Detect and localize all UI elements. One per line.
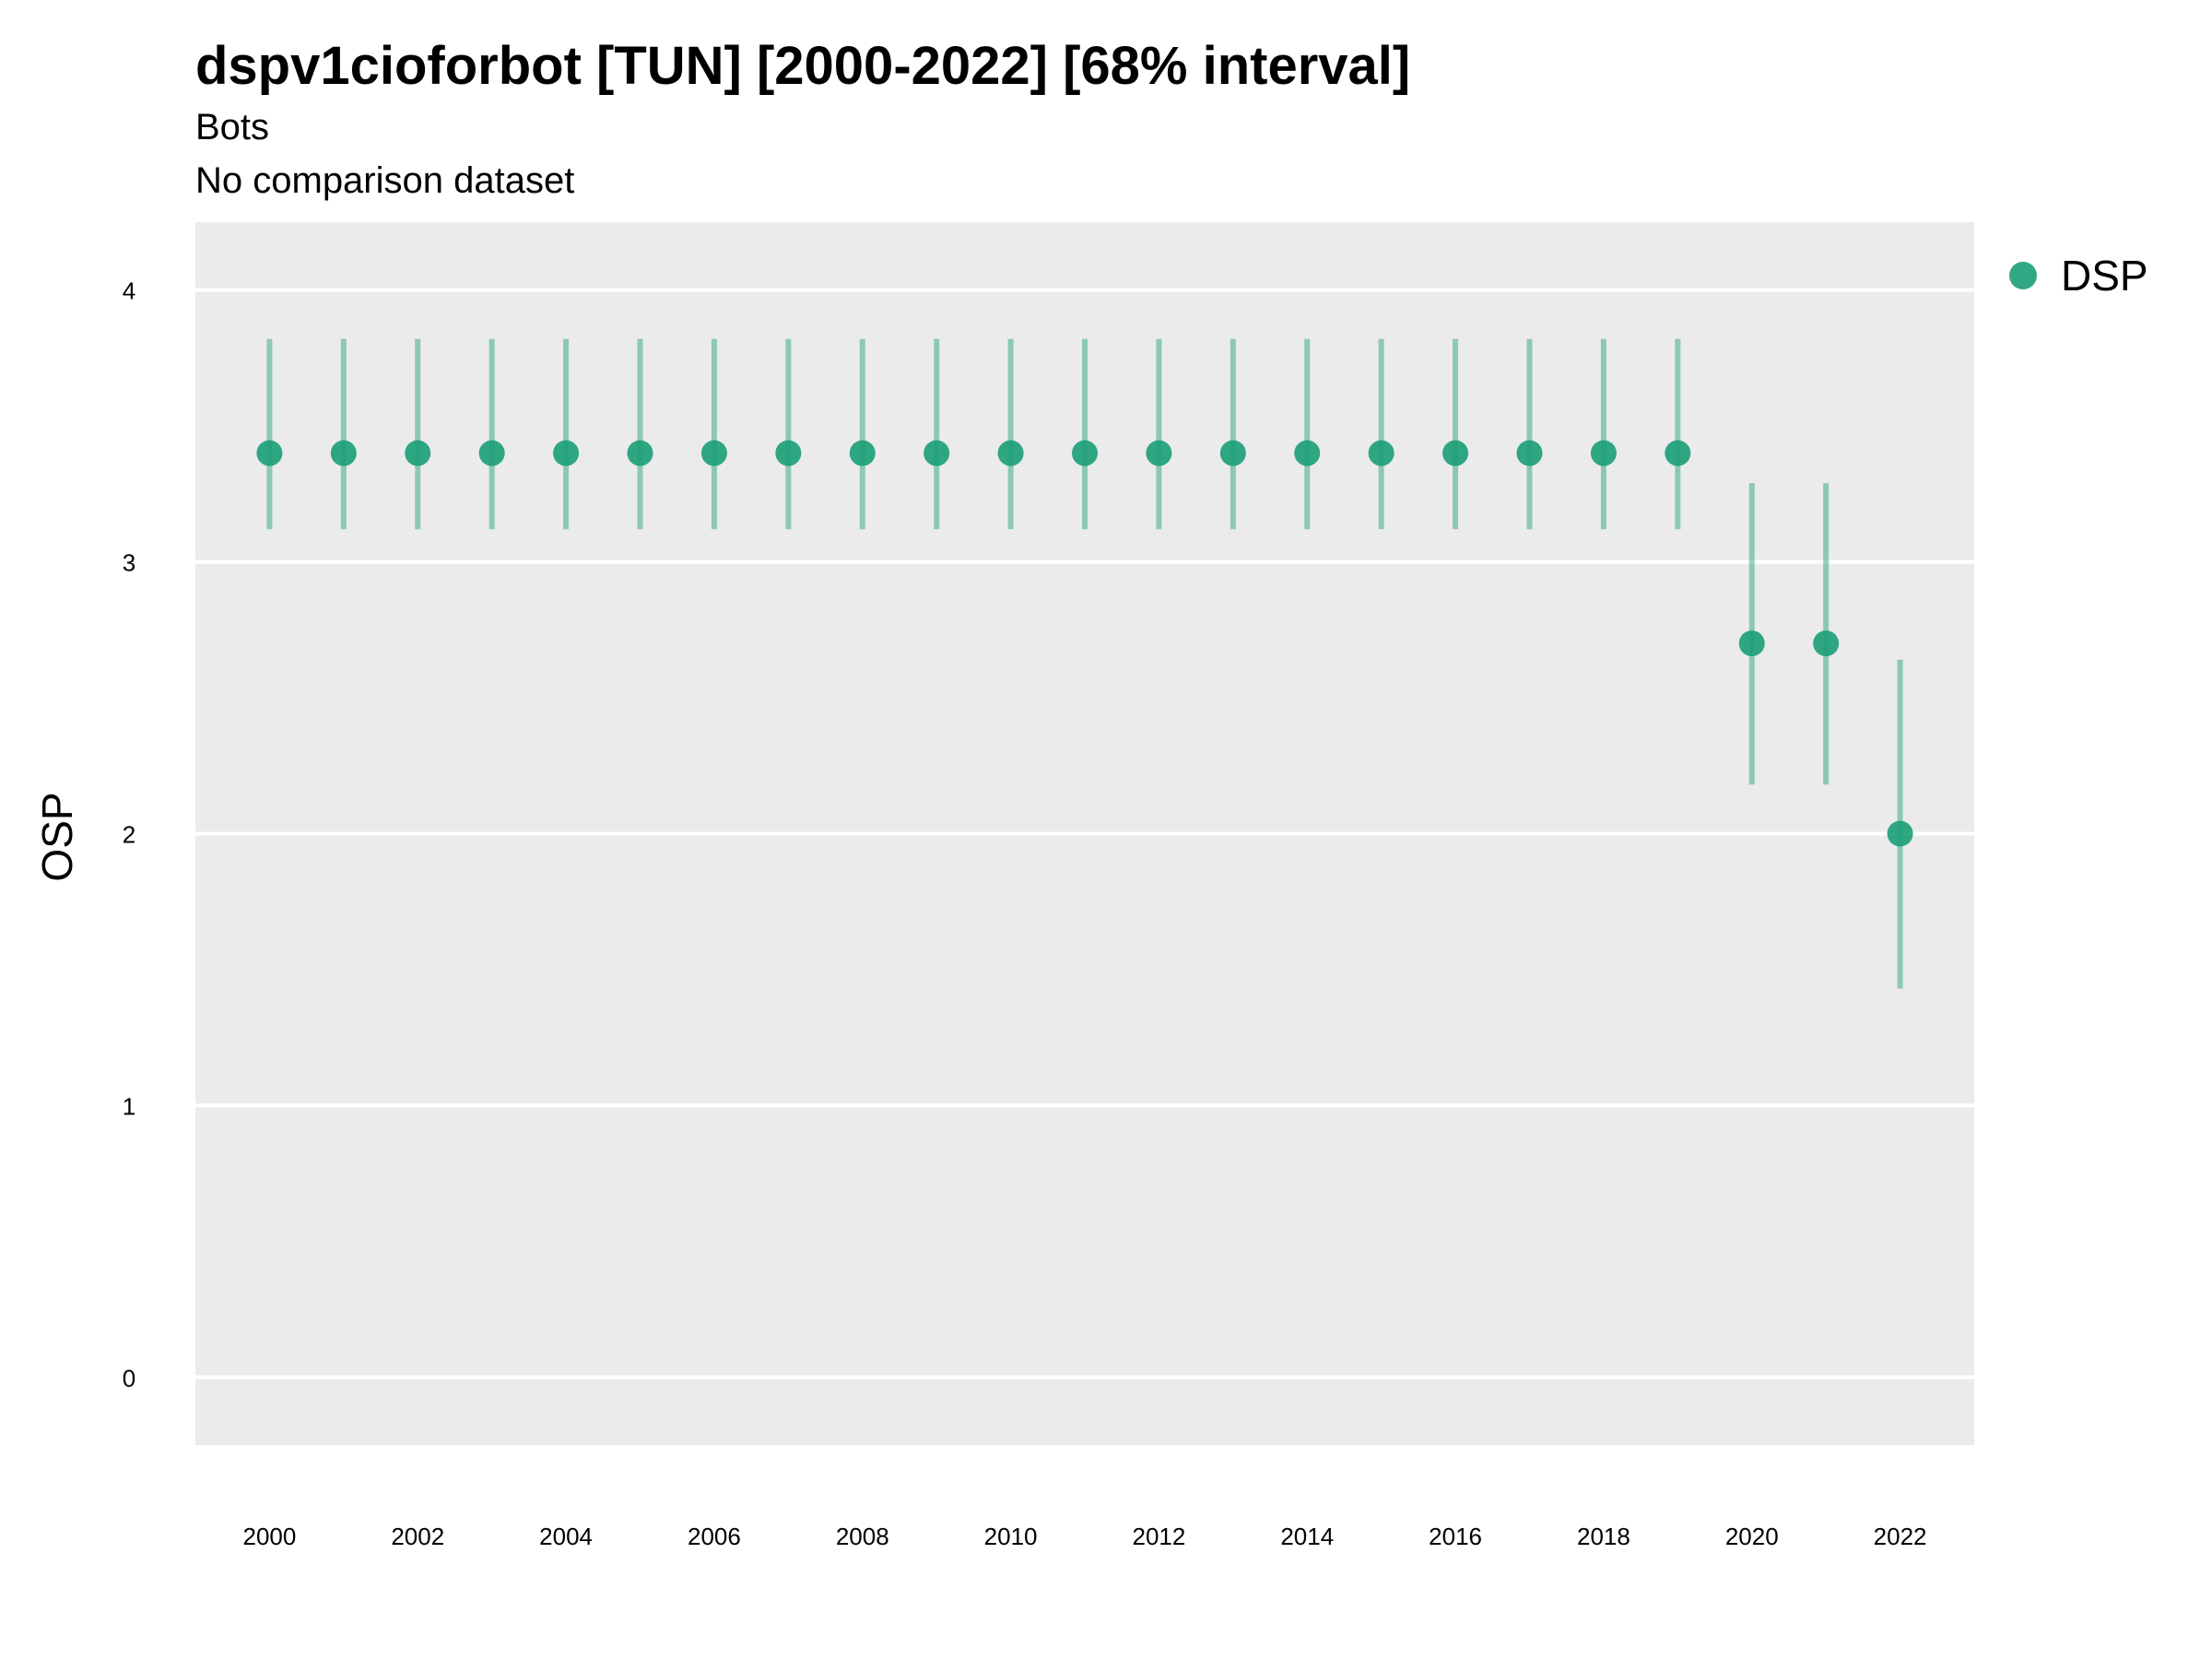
data-point-2013	[1219, 440, 1246, 466]
data-point-2001	[330, 440, 357, 466]
x-tick-label-2002: 2002	[391, 1523, 444, 1550]
y-tick-label-3: 3	[123, 549, 135, 577]
chart-subtitle: Bots	[195, 107, 270, 147]
data-point-2000	[256, 440, 283, 466]
data-point-2005	[627, 440, 653, 466]
y-axis-ticks: 0 1 2 3 4	[123, 277, 135, 1393]
data-point-2008	[849, 440, 876, 466]
data-point-2020	[1738, 630, 1765, 657]
legend-marker-dsp	[2009, 262, 2037, 289]
y-tick-label-4: 4	[123, 277, 135, 305]
data-point-2012	[1146, 440, 1172, 466]
data-point-2019	[1665, 440, 1691, 466]
data-point-2004	[553, 440, 580, 466]
y-tick-label-0: 0	[123, 1364, 135, 1392]
data-point-2011	[1072, 440, 1098, 466]
data-point-2016	[1442, 440, 1469, 466]
data-point-2022	[1887, 820, 1913, 847]
x-tick-label-2010: 2010	[984, 1523, 1038, 1550]
x-tick-label-2012: 2012	[1132, 1523, 1185, 1550]
data-point-2015	[1368, 440, 1394, 466]
x-tick-label-2020: 2020	[1725, 1523, 1779, 1550]
data-point-2018	[1590, 440, 1617, 466]
error-bars	[266, 338, 1903, 989]
data-points	[256, 440, 1913, 847]
data-point-2006	[700, 440, 727, 466]
legend-label-dsp: DSP	[2061, 252, 2148, 300]
y-axis-label: OSP	[33, 792, 81, 881]
x-tick-label-2004: 2004	[539, 1523, 593, 1550]
x-tick-label-2016: 2016	[1429, 1523, 1482, 1550]
data-point-2017	[1516, 440, 1543, 466]
y-tick-label-2: 2	[123, 821, 135, 849]
data-point-2002	[405, 440, 431, 466]
legend: DSP	[2009, 251, 2148, 300]
data-point-2010	[997, 440, 1024, 466]
x-tick-label-2006: 2006	[688, 1523, 741, 1550]
x-tick-label-2008: 2008	[836, 1523, 889, 1550]
x-tick-label-2000: 2000	[242, 1523, 296, 1550]
x-axis-ticks: 2000 2002 2004 2006 2008 2010 2012 2014 2016 2018…	[242, 1523, 1926, 1550]
x-tick-label-2022: 2022	[1874, 1523, 1927, 1550]
grid-lines	[195, 288, 1974, 1380]
y-tick-label-1: 1	[123, 1092, 135, 1120]
data-point-2014	[1294, 440, 1321, 466]
chart-title: dspv1cioforbot [TUN] [2000-2022] [68% in…	[195, 36, 1411, 96]
data-point-2003	[478, 440, 505, 466]
chart-caption: No comparison dataset	[195, 160, 575, 201]
data-point-2007	[775, 440, 802, 466]
data-point-2009	[924, 440, 950, 466]
x-tick-label-2018: 2018	[1577, 1523, 1630, 1550]
data-point-2021	[1813, 630, 1840, 657]
x-tick-label-2014: 2014	[1280, 1523, 1334, 1550]
